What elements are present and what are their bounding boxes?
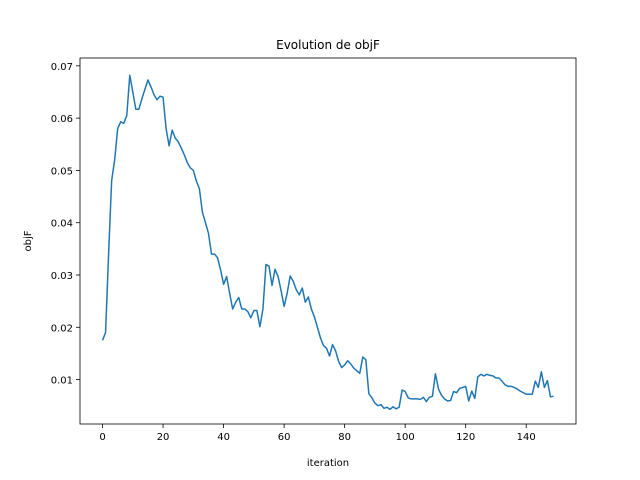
x-tick-label: 20: [157, 432, 170, 443]
y-tick-label: 0.04: [51, 219, 73, 230]
y-tick-label: 0.06: [51, 114, 73, 125]
x-tick-label: 60: [278, 432, 291, 443]
y-tick-label: 0.03: [51, 271, 73, 282]
x-tick-label: 0: [99, 432, 105, 443]
x-tick-label: 140: [517, 432, 536, 443]
chart-title: Evolution de objF: [276, 38, 380, 52]
data-line: [101, 74, 554, 411]
axes-frame: [79, 57, 577, 425]
x-tick-label: 80: [338, 432, 351, 443]
x-tick-label: 120: [456, 432, 475, 443]
y-tick-label: 0.07: [51, 62, 73, 73]
y-tick-label: 0.02: [51, 323, 73, 334]
y-axis-label: objF: [23, 230, 34, 251]
x-axis-label: iteration: [307, 458, 349, 469]
y-tick-label: 0.01: [51, 376, 73, 387]
x-tick-label: 100: [396, 432, 415, 443]
y-tick-label: 0.05: [51, 166, 73, 177]
x-tick-label: 40: [217, 432, 230, 443]
